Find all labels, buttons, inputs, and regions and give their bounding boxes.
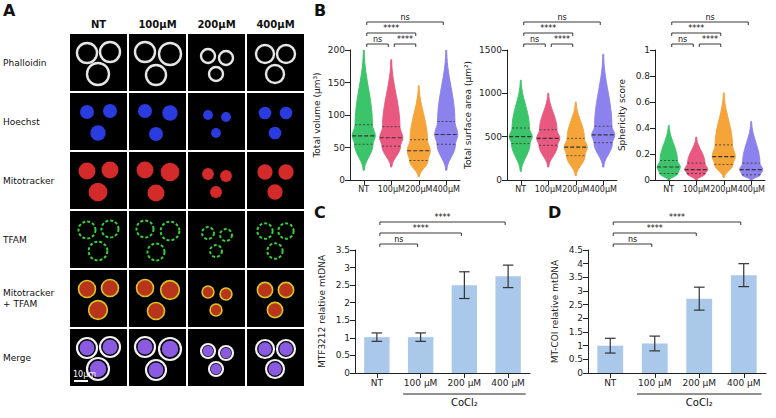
- svg-text:****: ****: [688, 24, 704, 33]
- svg-text:200 μM: 200 μM: [448, 378, 482, 388]
- svg-text:****: ****: [435, 213, 451, 222]
- svg-text:0: 0: [577, 368, 583, 378]
- svg-text:0.4: 0.4: [636, 123, 651, 133]
- svg-text:3.5: 3.5: [336, 245, 350, 255]
- svg-text:****: ****: [413, 224, 429, 233]
- svg-text:CoCl₂: CoCl₂: [686, 397, 713, 408]
- svg-text:NT: NT: [371, 378, 384, 388]
- svg-text:****: ****: [540, 24, 556, 33]
- svg-text:400μM: 400μM: [433, 185, 460, 194]
- svg-text:Phalloidin: Phalloidin: [3, 58, 47, 68]
- svg-text:+ TFAM: + TFAM: [3, 299, 37, 309]
- svg-text:2: 2: [344, 298, 350, 308]
- svg-text:2.5: 2.5: [569, 300, 583, 310]
- svg-text:100: 100: [328, 110, 345, 120]
- svg-text:400μM: 400μM: [738, 185, 765, 194]
- svg-text:150: 150: [328, 78, 345, 88]
- svg-text:200μM: 200μM: [562, 185, 589, 194]
- svg-text:1: 1: [344, 333, 350, 343]
- svg-text:200: 200: [328, 45, 345, 55]
- svg-text:3: 3: [344, 263, 350, 273]
- svg-text:C: C: [314, 203, 326, 222]
- svg-text:400 μM: 400 μM: [491, 378, 525, 388]
- svg-text:1: 1: [644, 45, 650, 55]
- svg-text:0: 0: [339, 175, 345, 185]
- svg-text:0: 0: [344, 368, 350, 378]
- svg-text:100μM: 100μM: [378, 185, 405, 194]
- svg-text:ns: ns: [705, 13, 714, 22]
- svg-text:NT: NT: [358, 185, 369, 194]
- svg-text:2: 2: [577, 313, 583, 323]
- svg-text:Total surface area (μm²): Total surface area (μm²): [463, 61, 473, 170]
- svg-text:Mitotracker: Mitotracker: [3, 288, 54, 298]
- svg-text:ns: ns: [373, 35, 382, 44]
- svg-text:NT: NT: [91, 19, 106, 30]
- svg-text:NT: NT: [515, 185, 526, 194]
- svg-text:TFAM: TFAM: [2, 235, 27, 245]
- svg-text:4: 4: [577, 259, 583, 269]
- svg-text:200μM: 200μM: [405, 185, 432, 194]
- svg-text:0.6: 0.6: [636, 97, 651, 107]
- svg-text:0.8: 0.8: [636, 71, 651, 81]
- svg-text:2.5: 2.5: [336, 280, 350, 290]
- svg-text:ns: ns: [628, 235, 637, 244]
- svg-text:1500: 1500: [479, 45, 502, 55]
- svg-text:3: 3: [577, 286, 583, 296]
- svg-text:1: 1: [577, 341, 583, 351]
- svg-text:3.5: 3.5: [569, 272, 583, 282]
- svg-text:ns: ns: [530, 35, 539, 44]
- svg-text:4.5: 4.5: [569, 245, 583, 255]
- svg-text:****: ****: [397, 35, 413, 44]
- svg-text:0.5: 0.5: [569, 354, 583, 364]
- svg-text:100μM: 100μM: [535, 185, 562, 194]
- svg-text:10μm: 10μm: [73, 370, 96, 379]
- svg-text:500: 500: [485, 132, 502, 142]
- svg-text:0: 0: [496, 175, 502, 185]
- svg-text:0.5: 0.5: [336, 350, 350, 360]
- svg-text:Hoechst: Hoechst: [3, 117, 40, 127]
- svg-text:****: ****: [647, 224, 663, 233]
- svg-text:Merge: Merge: [3, 353, 32, 363]
- svg-text:200 μM: 200 μM: [682, 378, 716, 388]
- svg-text:100μM: 100μM: [683, 185, 710, 194]
- svg-text:400μM: 400μM: [590, 185, 617, 194]
- svg-text:1000: 1000: [479, 88, 502, 98]
- svg-text:200μM: 200μM: [197, 19, 235, 30]
- svg-text:MTF3212 relative mtDNA: MTF3212 relative mtDNA: [317, 254, 327, 368]
- svg-text:100 μM: 100 μM: [404, 378, 438, 388]
- svg-text:Mitotracker: Mitotracker: [3, 176, 54, 186]
- svg-text:100μM: 100μM: [138, 19, 176, 30]
- svg-text:NT: NT: [663, 185, 674, 194]
- svg-text:CoCl₂: CoCl₂: [451, 397, 478, 408]
- svg-text:1.5: 1.5: [569, 327, 583, 337]
- svg-text:Total volume (μm³): Total volume (μm³): [312, 72, 322, 158]
- svg-text:ns: ns: [400, 13, 409, 22]
- svg-text:200μM: 200μM: [710, 185, 737, 194]
- svg-text:B: B: [314, 1, 326, 20]
- svg-text:MT-COI relative mtDNA: MT-COI relative mtDNA: [550, 259, 560, 363]
- svg-text:100 μM: 100 μM: [638, 378, 672, 388]
- svg-text:1.5: 1.5: [336, 315, 350, 325]
- svg-text:NT: NT: [604, 378, 617, 388]
- svg-text:ns: ns: [678, 35, 687, 44]
- svg-text:0: 0: [644, 175, 650, 185]
- svg-text:50: 50: [334, 143, 346, 153]
- svg-text:****: ****: [383, 24, 399, 33]
- svg-text:ns: ns: [394, 235, 403, 244]
- svg-text:0.2: 0.2: [636, 149, 650, 159]
- svg-text:400 μM: 400 μM: [727, 378, 761, 388]
- svg-text:D: D: [548, 203, 561, 222]
- svg-text:Sphericity score: Sphericity score: [617, 78, 627, 151]
- svg-text:****: ****: [554, 35, 570, 44]
- svg-text:ns: ns: [557, 13, 566, 22]
- svg-text:****: ****: [669, 213, 685, 222]
- svg-text:A: A: [3, 1, 16, 20]
- svg-text:400μM: 400μM: [256, 19, 294, 30]
- svg-text:****: ****: [702, 35, 718, 44]
